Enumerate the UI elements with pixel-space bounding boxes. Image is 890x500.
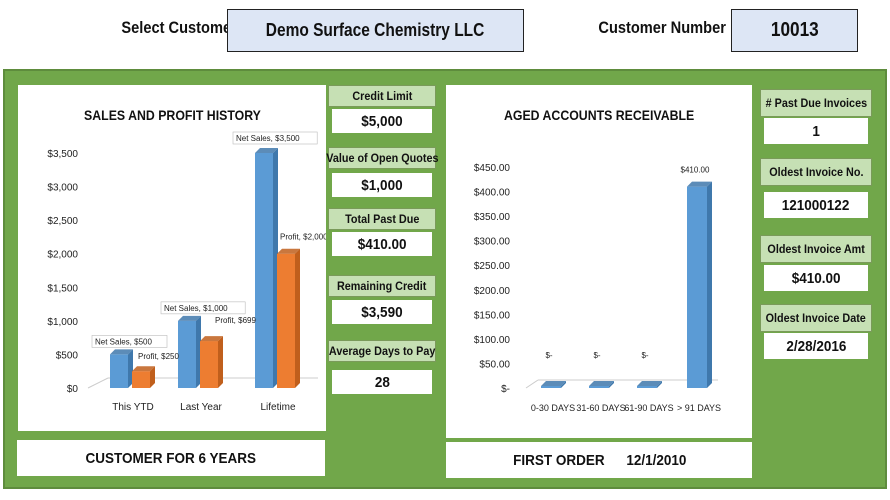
sales-chart-plot: $0 $500 $1,000 $1,500 $2,000 $2,500 $3,000 $3,5… xyxy=(47,131,326,413)
invoice-stat-label: # Past Due Invoices xyxy=(760,89,872,117)
y-tick-label: $250.00 xyxy=(474,261,511,272)
invoice-stat-value: 2/28/2016 xyxy=(764,333,868,359)
x-tick-label: This YTD xyxy=(112,402,154,413)
metric-value: 28 xyxy=(332,370,432,394)
y-tick-label: $350.00 xyxy=(474,212,511,223)
profit-bar xyxy=(200,336,223,388)
x-tick-label: 61-90 DAYS xyxy=(624,403,673,413)
ar-bar xyxy=(687,181,712,388)
first-order-label: FIRST ORDER xyxy=(512,451,605,469)
net-sales-bar xyxy=(110,349,133,388)
y-tick-label: $1,000 xyxy=(47,317,78,328)
net-sales-data-label: Net Sales, $1,000 xyxy=(164,304,228,313)
y-tick-label: $450.00 xyxy=(474,163,511,174)
metric-value: $5,000 xyxy=(332,109,432,133)
profit-bar xyxy=(277,248,300,388)
y-tick-label: $0 xyxy=(67,384,79,395)
invoice-stat-value: 1 xyxy=(764,118,868,144)
ar-bar xyxy=(541,381,566,388)
y-tick-label: $50.00 xyxy=(479,359,510,370)
customer-number-label: Customer Number xyxy=(598,18,726,37)
x-tick-label: > 91 DAYS xyxy=(677,403,721,413)
x-tick-label: 0-30 DAYS xyxy=(531,403,575,413)
first-order-date: 12/1/2010 xyxy=(626,451,687,469)
ar-bar xyxy=(637,381,662,388)
ar-chart-title: AGED ACCOUNTS RECEIVABLE xyxy=(503,107,695,123)
data-label-box xyxy=(160,301,246,315)
y-tick-label: $150.00 xyxy=(474,310,511,321)
net-sales-bar xyxy=(178,315,201,388)
x-tick-label: Lifetime xyxy=(260,402,295,413)
metric-label: Credit Limit xyxy=(328,85,436,107)
axis-line xyxy=(525,379,539,389)
y-tick-label: $3,500 xyxy=(47,149,78,160)
metric-label: Average Days to Pay xyxy=(328,340,436,362)
y-tick-label: $2,000 xyxy=(47,250,78,261)
data-label-box xyxy=(91,335,168,348)
invoice-stat-label: Oldest Invoice Amt xyxy=(760,235,872,263)
profit-bar xyxy=(132,366,155,388)
ar-data-label: $410.00 xyxy=(681,166,710,175)
ar-chart-plot: $- $50.00 $100.00 $150.00 $200.00 $250.00 $300… xyxy=(474,163,721,413)
net-sales-bar xyxy=(255,148,278,388)
y-tick-label: $3,000 xyxy=(47,183,78,194)
y-tick-label: $1,500 xyxy=(47,283,78,294)
metric-label: Remaining Credit xyxy=(328,275,436,297)
y-tick-label: $300.00 xyxy=(474,237,511,248)
first-order-box: FIRST ORDER 12/1/2010 xyxy=(446,442,752,478)
profit-data-label: Profit, $250 xyxy=(138,352,179,361)
axis-line xyxy=(87,377,109,389)
x-tick-label: Last Year xyxy=(180,402,222,413)
metric-label: Total Past Due xyxy=(328,208,436,230)
metric-label: Value of Open Quotes xyxy=(326,147,438,169)
y-tick-label: $2,500 xyxy=(47,216,78,227)
invoice-stat-label: Oldest Invoice No. xyxy=(760,158,872,186)
customer-select[interactable]: Demo Surface Chemistry LLC xyxy=(227,9,524,52)
customer-number-field[interactable]: 10013 xyxy=(731,9,858,52)
customer-tenure-box: CUSTOMER FOR 6 YEARS xyxy=(17,440,325,476)
y-tick-label: $400.00 xyxy=(474,188,511,199)
y-tick-label: $200.00 xyxy=(474,286,511,297)
net-sales-data-label: Net Sales, $500 xyxy=(95,337,152,346)
metric-value: $1,000 xyxy=(332,173,432,197)
metric-value: $410.00 xyxy=(332,232,432,256)
ar-data-label: $- xyxy=(593,351,600,360)
sales-profit-chart: SALES AND PROFIT HISTORY $0 $500 $1,000 $1,… xyxy=(18,85,326,431)
invoice-stat-value: $410.00 xyxy=(764,265,868,291)
aged-ar-chart: AGED ACCOUNTS RECEIVABLE $- $50.00 $100.00… xyxy=(446,85,752,438)
dashboard-panel: SALES AND PROFIT HISTORY $0 $500 $1,000 $1,… xyxy=(3,69,887,489)
invoice-stat-value: 121000122 xyxy=(764,192,868,218)
data-label-box xyxy=(232,131,318,145)
select-customer-label: Select Customer xyxy=(121,18,237,37)
ar-data-label: $- xyxy=(641,351,648,360)
metric-value: $3,590 xyxy=(332,300,432,324)
profit-data-label: Profit, $699 xyxy=(215,316,256,325)
ar-bar xyxy=(589,381,614,388)
y-tick-label: $100.00 xyxy=(474,335,511,346)
invoice-stat-label: Oldest Invoice Date xyxy=(760,304,872,332)
net-sales-data-label: Net Sales, $3,500 xyxy=(236,134,300,143)
sales-chart-title: SALES AND PROFIT HISTORY xyxy=(83,107,261,123)
ar-data-label: $- xyxy=(545,351,552,360)
x-tick-label: 31-60 DAYS xyxy=(576,403,625,413)
y-tick-label: $500 xyxy=(56,350,79,361)
y-tick-label: $- xyxy=(501,384,510,395)
profit-data-label: Profit, $2,000 xyxy=(280,233,326,242)
